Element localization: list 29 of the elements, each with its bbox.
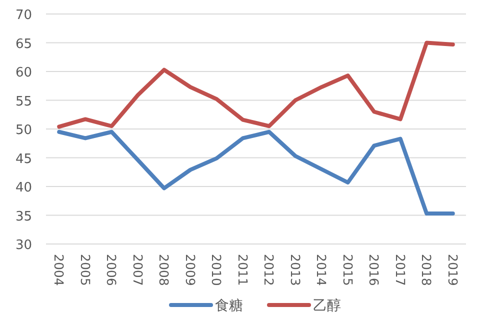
- line-series: [57, 40, 455, 129]
- x-tick-label: 2018: [419, 254, 434, 286]
- x-tick-label: 2016: [366, 254, 382, 286]
- y-tick-label: 40: [15, 180, 32, 196]
- line-series: [57, 130, 455, 216]
- x-tick-label: 2019: [445, 254, 460, 286]
- y-tick-label: 45: [15, 152, 32, 167]
- x-tick-label: 2013: [288, 254, 303, 286]
- y-tick-label: 30: [15, 238, 32, 253]
- x-tick-label: 2014: [314, 254, 330, 286]
- legend-label: 食糖: [215, 298, 243, 314]
- x-tick-label: 2010: [209, 254, 224, 286]
- x-tick-label: 2005: [78, 254, 93, 286]
- x-tick-label: 2008: [156, 254, 172, 286]
- y-tick-label: 35: [15, 209, 32, 224]
- x-tick-label: 2007: [130, 254, 146, 286]
- y-tick-label: 65: [15, 36, 32, 52]
- x-tick-label: 2006: [104, 254, 120, 286]
- x-tick-label: 2017: [392, 254, 408, 286]
- x-tick-label: 2009: [182, 254, 198, 286]
- y-tick-label: 60: [15, 66, 32, 80]
- y-tick-label: 70: [15, 8, 32, 23]
- x-tick-label: 2004: [52, 254, 67, 286]
- x-tick-label: 2012: [262, 254, 277, 286]
- legend-label: 乙醇: [313, 298, 341, 314]
- y-tick-label: 50: [15, 123, 32, 138]
- x-tick-label: 2015: [340, 254, 356, 286]
- x-tick-label: 2011: [235, 254, 250, 286]
- y-tick-label: 55: [15, 94, 32, 110]
